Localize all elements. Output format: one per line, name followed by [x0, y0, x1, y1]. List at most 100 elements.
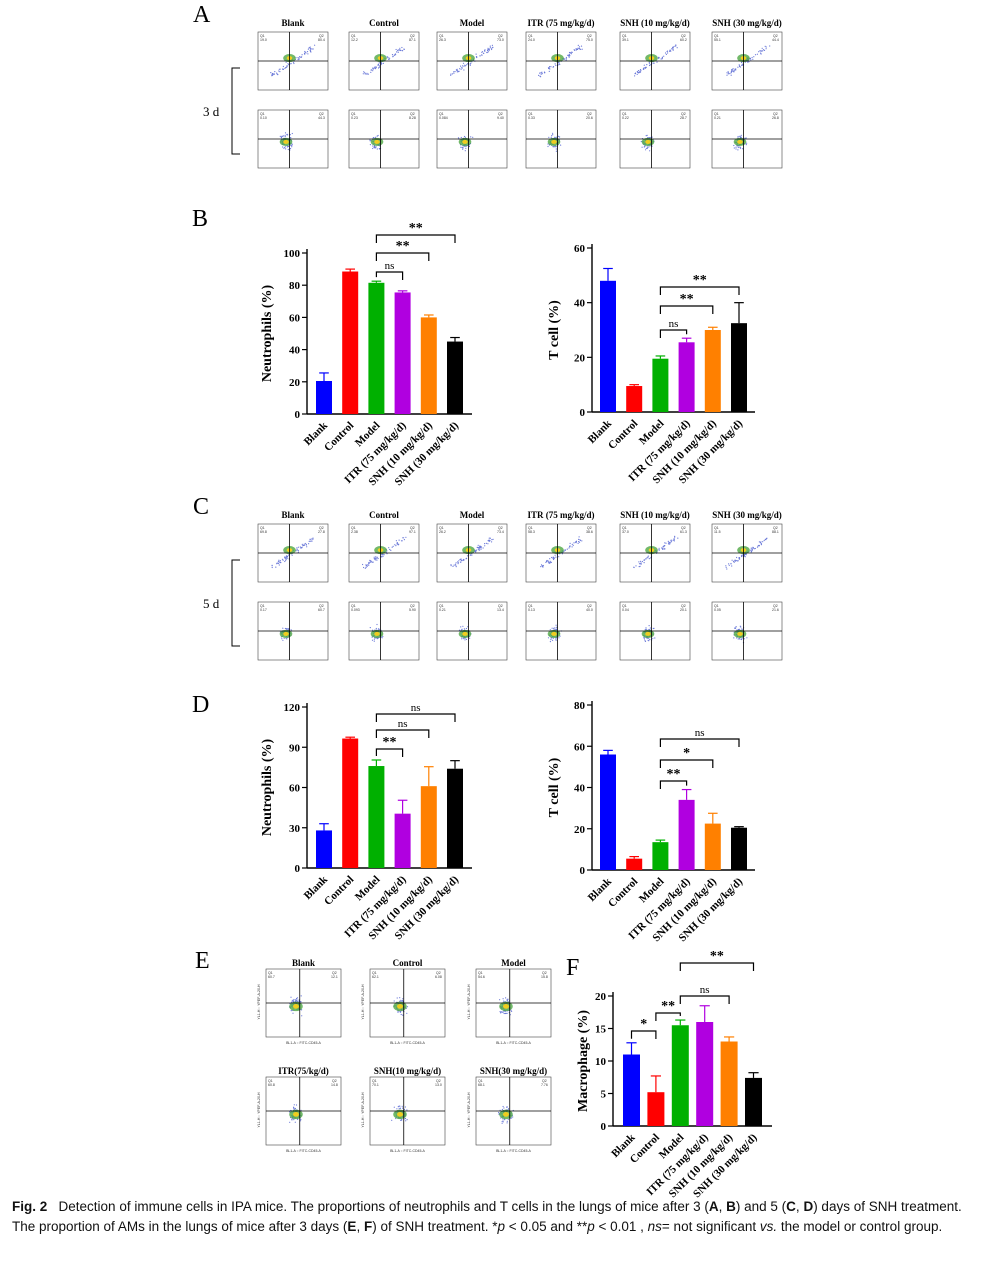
flow-event [738, 558, 740, 560]
flow-event [540, 72, 542, 74]
flow-q2-value: 61.3 [680, 530, 687, 534]
flow-q1-value: 60.8 [268, 1083, 275, 1087]
flow-event [753, 548, 755, 550]
flow-event [555, 150, 558, 152]
y-tick-label: 30 [289, 823, 301, 835]
significance-bracket [659, 329, 688, 338]
flow-event [648, 61, 650, 64]
flow-event [672, 48, 674, 50]
flow-event [746, 142, 748, 144]
flow-event [404, 1106, 406, 1108]
flow-q2-label: Q2 [319, 112, 324, 116]
flow-event [506, 998, 508, 1000]
flow-event [640, 560, 642, 563]
flow-event [300, 1119, 302, 1121]
flow-q1-label: Q1 [622, 112, 627, 116]
flow-event [665, 542, 667, 544]
flow-q2-label: Q2 [681, 34, 686, 38]
significance-bracket [630, 1030, 657, 1039]
category-label: Control [606, 876, 640, 910]
significance-label: ** [710, 949, 724, 964]
flow-event [553, 146, 556, 148]
significance-label: ** [693, 273, 707, 288]
flow-event [396, 542, 399, 544]
flow-event [300, 995, 302, 997]
flow-event [293, 1104, 295, 1106]
flow-event [577, 542, 579, 545]
flow-event [282, 65, 284, 68]
flow-q2-label: Q2 [542, 1079, 547, 1083]
significance-bracket [659, 780, 688, 789]
flow-event [548, 67, 551, 69]
flow-event [736, 560, 739, 562]
bar-blank [600, 754, 616, 870]
flow-q2-label: Q2 [681, 604, 686, 608]
flow-event [547, 143, 549, 145]
flow-event [751, 548, 753, 550]
flow-event [732, 560, 735, 563]
bar-blank [316, 830, 332, 868]
flow-q1-value: 0.22 [622, 116, 629, 120]
flow-event [478, 549, 481, 551]
significance-bracket [659, 286, 740, 295]
flow-event [476, 546, 478, 549]
flow-event [298, 1001, 300, 1003]
flow-event [401, 1105, 403, 1107]
flow-event [581, 540, 583, 542]
flow-event [668, 543, 670, 545]
flow-density-peak [551, 139, 557, 144]
flow-event [739, 66, 742, 68]
significance-label: ** [667, 767, 681, 782]
flow-event [369, 144, 371, 146]
flow-event [287, 628, 289, 630]
flow-event [472, 136, 474, 138]
flow-q1-label: Q1 [351, 526, 356, 530]
flow-event [287, 63, 289, 65]
bar-model [368, 766, 385, 868]
flow-event [484, 543, 486, 545]
flow-event [578, 541, 581, 543]
flow-event [291, 132, 293, 135]
significance-label: ns [398, 718, 408, 730]
flow-q2-label: Q2 [332, 1079, 337, 1083]
flow-event [658, 547, 660, 549]
flow-event [645, 627, 647, 629]
flow-event [466, 557, 468, 560]
flow-q1-label: Q1 [528, 604, 533, 608]
flow-event [286, 146, 289, 148]
flow-event [280, 136, 283, 138]
flow-event [735, 146, 737, 148]
significance-label: ns [700, 984, 710, 996]
flow-event [450, 564, 452, 566]
flow-q2-label: Q2 [773, 604, 778, 608]
flow-event [549, 68, 551, 70]
bar-itr [394, 292, 411, 414]
flow-event [756, 53, 759, 55]
flow-event [310, 48, 312, 50]
flow-event [740, 554, 743, 556]
flow-event [672, 539, 674, 541]
bar-snh10 [704, 823, 721, 870]
flow-event [373, 638, 375, 640]
flow-q1-label: Q1 [260, 526, 265, 530]
y-axis-label: Neutrophils (%) [260, 284, 275, 382]
flow-q2-label: Q2 [410, 526, 415, 530]
flow-q1-label: Q1 [372, 1079, 377, 1083]
flow-event [563, 58, 565, 61]
flow-event [283, 146, 285, 148]
flow-event [372, 67, 374, 69]
flow-y-label: YL1-H :: YPEF-A-20-H [467, 984, 471, 1020]
flow-event [290, 144, 292, 146]
flow-event [464, 150, 466, 152]
flow-event [578, 538, 580, 541]
flow-event [365, 565, 367, 567]
flow-event [564, 549, 566, 551]
flow-event [575, 540, 578, 542]
flow-event [299, 1120, 302, 1122]
flow-event [364, 73, 366, 75]
flow-q2-label: Q2 [332, 971, 337, 975]
flow-event [540, 566, 542, 568]
